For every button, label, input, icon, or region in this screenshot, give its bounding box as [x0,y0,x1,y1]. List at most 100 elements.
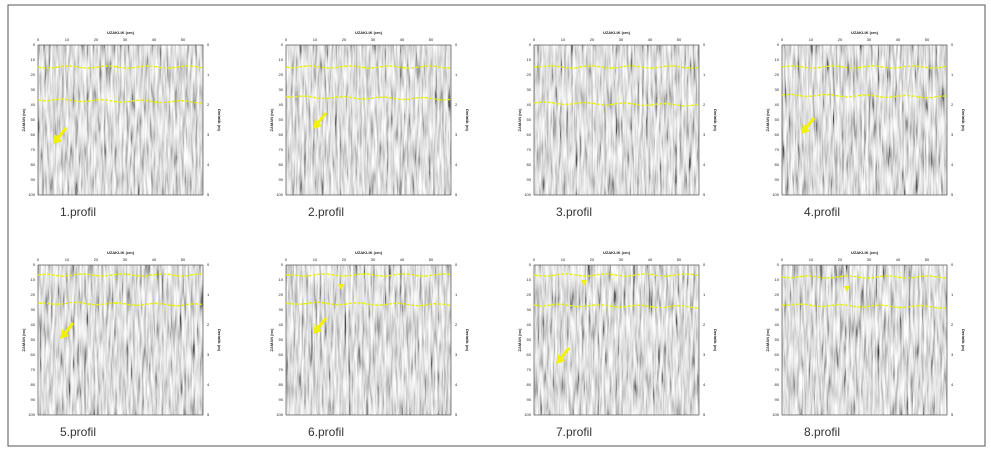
left-axis-title: ZAMAN (ns) [765,328,770,352]
left-tick-label: 100 [276,192,283,197]
left-tick-label: 90 [527,397,532,402]
right-tick-label: 0 [207,42,210,47]
panel: UZAKLIK (cm)0 10 20 30 40 5001020304050607080… [269,30,470,219]
left-tick-label: 40 [527,102,532,107]
radargram [782,265,947,415]
left-tick-label: 80 [31,162,36,167]
top-axis-title: UZAKLIK (cm) [355,250,383,255]
horizon-line [533,273,700,277]
right-tick-label: 0 [703,42,706,47]
right-tick-label: 2 [207,322,210,327]
left-tick-label: 70 [527,367,532,372]
left-tick-label: 20 [279,292,284,297]
top-tick-label: 10 [561,257,566,262]
right-tick-label: 2 [951,102,954,107]
left-tick-label: 70 [279,367,284,372]
arrow-shaft [56,127,68,139]
left-tick-label: 100 [28,412,35,417]
left-tick-label: 10 [775,57,780,62]
arrow-head [53,134,62,144]
top-tick-label: 50 [429,257,434,262]
right-tick-label: 0 [703,262,706,267]
top-tick-label: 10 [65,37,70,42]
top-tick-label: 20 [94,257,99,262]
panel-caption: 6.profil [308,425,344,439]
small-arrow [581,280,587,286]
right-axis-title: Derinlik (m) [217,329,222,352]
right-axis-title: Derinlik (m) [961,109,966,132]
left-tick-label: 10 [775,277,780,282]
left-tick-label: 90 [775,397,780,402]
radargram [286,45,451,195]
right-tick-label: 0 [455,42,458,47]
right-tick-label: 2 [703,322,706,327]
left-tick-label: 10 [527,57,532,62]
top-tick-label: 20 [838,37,843,42]
right-tick-label: 5 [703,412,706,417]
left-tick-label: 50 [31,117,36,122]
arrow-head [313,324,322,334]
top-tick-label: 10 [313,257,318,262]
left-tick-label: 40 [31,102,36,107]
right-tick-label: 5 [207,192,210,197]
panel: UZAKLIK (cm)0 10 20 30 40 5001020304050607080… [269,250,470,439]
left-tick-label: 60 [279,352,284,357]
top-tick-label: 10 [313,37,318,42]
left-tick-label: 30 [31,307,36,312]
left-tick-label: 10 [31,277,36,282]
radargram-frame [781,44,948,196]
right-tick-label: 5 [703,192,706,197]
left-tick-label: 90 [279,177,284,182]
top-axis-title: UZAKLIK (cm) [851,250,879,255]
top-tick-label: 0 [37,37,40,42]
left-tick-label: 60 [31,352,36,357]
top-tick-label: 50 [925,257,930,262]
left-tick-label: 100 [524,192,531,197]
right-tick-label: 3 [207,132,210,137]
left-tick-label: 100 [772,192,779,197]
right-tick-label: 4 [703,382,706,387]
arrow-shaft [804,117,816,129]
left-tick-label: 0 [529,42,532,47]
horizon-line [533,65,700,69]
panel-caption: 2.profil [308,205,344,219]
horizon-line [285,301,452,307]
left-tick-label: 30 [279,87,284,92]
left-tick-label: 90 [527,177,532,182]
right-tick-label: 1 [207,72,210,77]
top-tick-label: 50 [181,37,186,42]
left-axis-title: ZAMAN (ns) [765,108,770,132]
top-tick-label: 50 [429,37,434,42]
left-tick-label: 50 [279,117,284,122]
right-tick-label: 0 [951,42,954,47]
left-tick-label: 60 [31,132,36,137]
top-tick-label: 40 [648,257,653,262]
left-tick-label: 80 [527,382,532,387]
right-tick-label: 1 [703,72,706,77]
right-tick-label: 2 [455,102,458,107]
panel-caption: 8.profil [804,425,840,439]
left-tick-label: 10 [279,57,284,62]
right-tick-label: 3 [703,352,706,357]
top-tick-label: 0 [285,257,288,262]
left-tick-label: 100 [28,192,35,197]
left-tick-label: 40 [527,322,532,327]
top-tick-label: 20 [590,37,595,42]
right-axis-title: Derinlik (m) [713,329,718,352]
horizon-line [37,273,204,277]
right-tick-label: 1 [951,72,954,77]
left-tick-label: 10 [279,277,284,282]
right-tick-label: 1 [455,72,458,77]
right-tick-label: 2 [703,102,706,107]
left-tick-label: 20 [31,292,36,297]
top-axis-title: UZAKLIK (cm) [603,250,631,255]
arrow-head [801,124,810,134]
top-tick-label: 0 [285,37,288,42]
panel: UZAKLIK (cm)0 10 20 30 40 5001020304050607080… [21,250,222,439]
left-tick-label: 90 [31,177,36,182]
left-tick-label: 40 [775,102,780,107]
right-tick-label: 3 [951,132,954,137]
left-tick-label: 30 [775,307,780,312]
horizon-line [285,65,452,69]
top-axis-title: UZAKLIK (cm) [355,30,383,35]
